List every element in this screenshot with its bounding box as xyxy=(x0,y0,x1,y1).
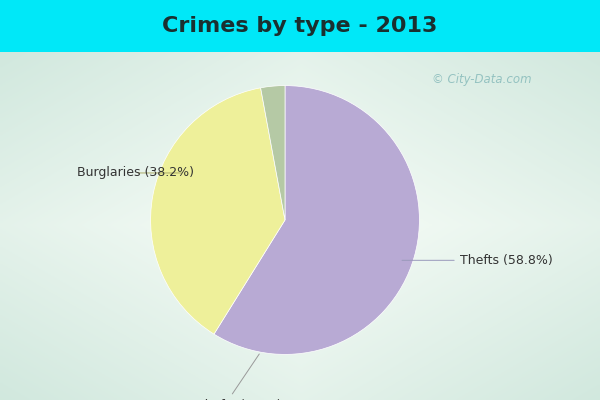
Text: Thefts (58.8%): Thefts (58.8%) xyxy=(402,254,553,267)
Wedge shape xyxy=(260,86,285,220)
Wedge shape xyxy=(151,88,285,334)
Text: © City-Data.com: © City-Data.com xyxy=(432,74,532,86)
Wedge shape xyxy=(214,86,419,354)
Text: Auto thefts (2.9%): Auto thefts (2.9%) xyxy=(167,354,282,400)
Text: Crimes by type - 2013: Crimes by type - 2013 xyxy=(163,16,437,36)
Text: Burglaries (38.2%): Burglaries (38.2%) xyxy=(77,166,194,180)
